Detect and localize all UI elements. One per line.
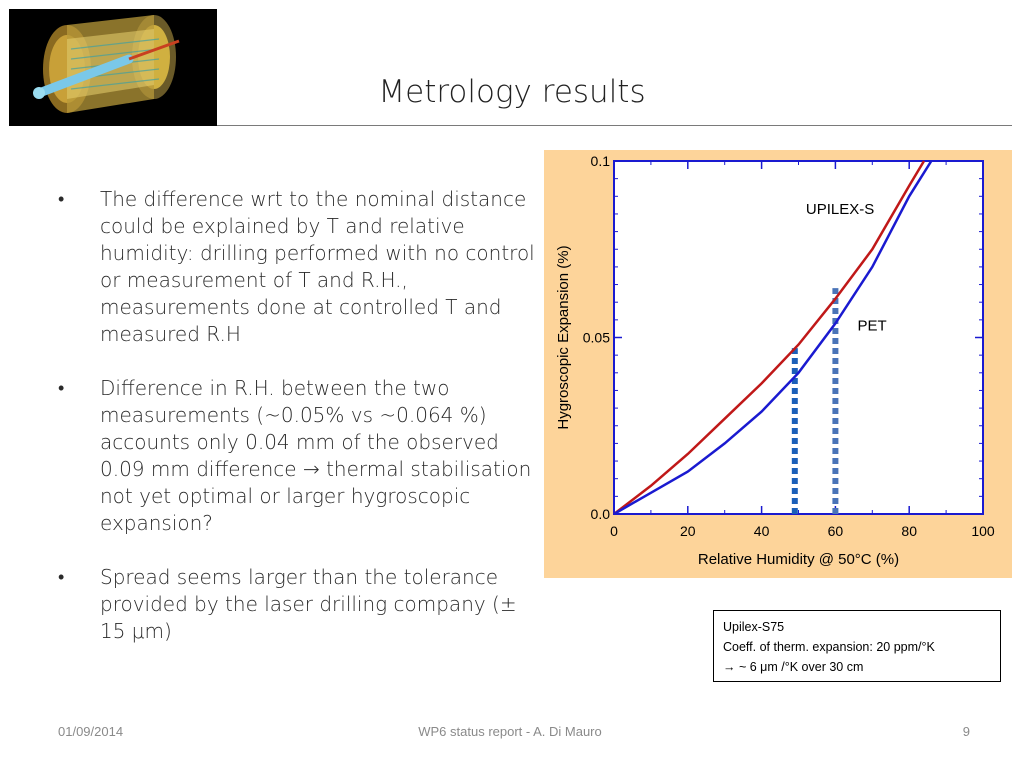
- series-label: PET: [858, 317, 887, 334]
- bullet-text: Difference in R.H. between the two measu…: [100, 376, 532, 535]
- title-divider: [217, 125, 1012, 126]
- x-tick-label: 0: [610, 523, 618, 539]
- bullet-dot-icon: •: [58, 378, 65, 399]
- bullet-list: • The difference wrt to the nominal dista…: [58, 186, 538, 672]
- footer-title: WP6 status report - A. Di Mauro: [418, 724, 602, 739]
- detector-logo-image: [9, 9, 217, 126]
- detector-illustration-icon: [9, 9, 217, 126]
- footer-date: 01/09/2014: [58, 724, 124, 739]
- chart-canvas: 0 20 40 60 80 100 0.0 0.05 0.1 UPILEX-S PET Relat…: [555, 153, 995, 568]
- bullet-text: The difference wrt to the nominal distan…: [100, 187, 535, 346]
- note-line: → ~ 6 μm /°K over 30 cm: [723, 660, 864, 674]
- series-line-upilex-s: [613, 160, 926, 515]
- x-tick-label: 100: [971, 523, 995, 539]
- note-line: Coeff. of therm. expansion: 20 ppm/°K: [723, 640, 935, 654]
- x-tick-label: 80: [901, 523, 917, 539]
- bullet-item: • Spread seems larger than the tolerance …: [58, 564, 538, 645]
- page-number: 9: [962, 724, 970, 739]
- hygroscopic-expansion-chart: 0 20 40 60 80 100 0.0 0.05 0.1 UPILEX-S PET Relat…: [544, 150, 1012, 578]
- bullet-item: • Difference in R.H. between the two meas…: [58, 375, 538, 537]
- series-label: UPILEX-S: [806, 201, 874, 218]
- x-tick-label: 60: [828, 523, 844, 539]
- y-tick-label: 0.0: [591, 506, 611, 522]
- y-axis-label: Hygroscopic Expansion (%): [555, 245, 572, 429]
- material-note-box: Upilex-S75 Coeff. of therm. expansion: 2…: [713, 610, 1001, 682]
- plot-area: [613, 160, 984, 515]
- x-axis-label: Relative Humidity @ 50°C (%): [698, 551, 899, 568]
- slide-title: Metrology results: [378, 74, 646, 110]
- bullet-dot-icon: •: [58, 189, 65, 210]
- y-tick-label: 0.05: [583, 330, 610, 346]
- bullet-dot-icon: •: [58, 567, 65, 588]
- bullet-text: Spread seems larger than the tolerance p…: [100, 565, 517, 643]
- note-line: Upilex-S75: [723, 620, 785, 634]
- x-tick-label: 40: [754, 523, 770, 539]
- series-line-pet: [613, 160, 933, 516]
- y-tick-label: 0.1: [591, 153, 611, 169]
- x-tick-label: 20: [680, 523, 696, 539]
- bullet-item: • The difference wrt to the nominal dista…: [58, 186, 538, 348]
